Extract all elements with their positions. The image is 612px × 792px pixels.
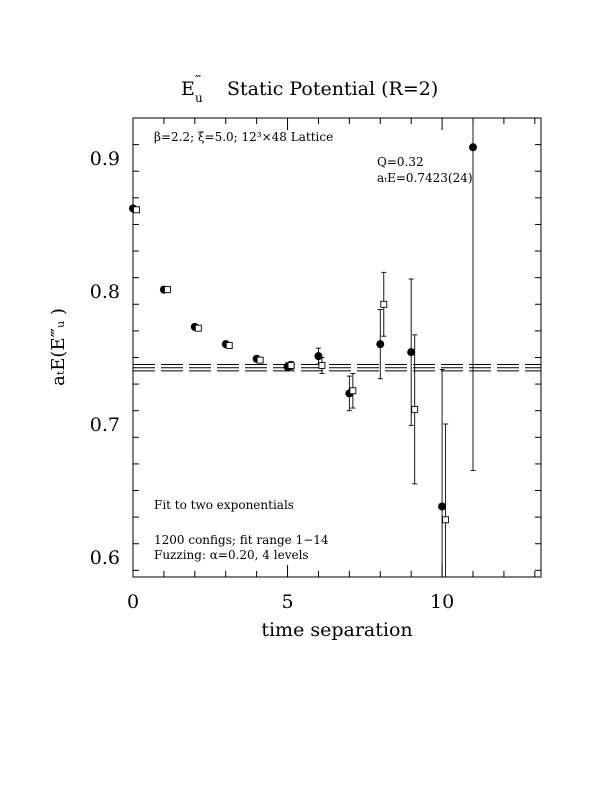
data-point-square bbox=[349, 387, 357, 395]
data-point-circle bbox=[407, 348, 416, 357]
x-tick-label: 10 bbox=[430, 591, 454, 613]
axis-ticks bbox=[132, 117, 541, 577]
chart-title: Static Potential (R=2) bbox=[227, 78, 438, 100]
q-annotation: Q=0.32 bbox=[377, 155, 424, 169]
data-point-square bbox=[380, 300, 388, 308]
data-point-square bbox=[411, 405, 419, 413]
data-point-square bbox=[133, 206, 140, 214]
data-point-square bbox=[256, 356, 264, 364]
chart-title-rep: E bbox=[181, 78, 195, 100]
y-tick-label: 0.9 bbox=[90, 148, 120, 170]
fit-band bbox=[133, 364, 541, 372]
fit-energy-annotation: aₜE=0.7423(24) bbox=[377, 171, 473, 185]
plot-frame bbox=[132, 117, 542, 578]
x-tick-label: 5 bbox=[281, 591, 293, 613]
data-point-square bbox=[163, 286, 171, 294]
data-point-square bbox=[194, 324, 202, 332]
y-tick-label: 0.6 bbox=[90, 547, 120, 569]
y-tick-labels: 0.6 0.7 0.8 0.9 bbox=[90, 148, 120, 569]
data-point-circle bbox=[376, 340, 385, 349]
y-axis-label: aₜE(E‴ᵤ ) bbox=[48, 308, 69, 386]
fuzzing-annotation: Fuzzing: α=0.20, 4 levels bbox=[154, 548, 309, 562]
data-point-circle bbox=[469, 143, 477, 152]
y-tick-label: 0.8 bbox=[90, 281, 120, 303]
x-tick-label: 0 bbox=[127, 591, 139, 613]
data-points bbox=[129, 117, 477, 578]
x-axis-label: time separation bbox=[261, 619, 412, 641]
fit-method-annotation: Fit to two exponentials bbox=[154, 498, 294, 512]
chart-title-rep-sup: ‴ bbox=[195, 73, 201, 87]
lattice-annotation: β=2.2; ξ=5.0; 12³×48 Lattice bbox=[154, 130, 333, 144]
y-tick-label: 0.7 bbox=[90, 414, 120, 436]
data-point-circle bbox=[314, 352, 323, 361]
data-point-square bbox=[225, 342, 233, 349]
data-point-circle bbox=[438, 502, 447, 511]
chart-title-rep-sub: u bbox=[195, 91, 203, 105]
data-point-square bbox=[287, 362, 295, 369]
x-tick-labels: 0 5 10 bbox=[127, 591, 454, 613]
configs-annotation: 1200 configs; fit range 1−14 bbox=[154, 533, 329, 547]
data-point-square bbox=[318, 362, 326, 369]
data-point-square bbox=[442, 516, 450, 524]
